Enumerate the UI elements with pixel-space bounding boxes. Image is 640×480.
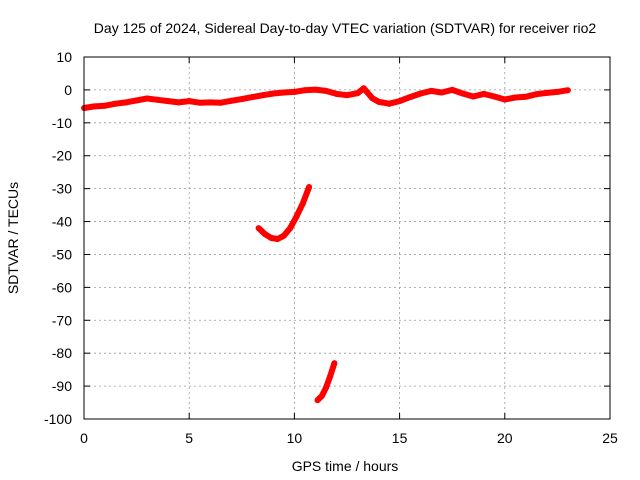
data-point <box>259 92 266 99</box>
data-point <box>301 87 308 94</box>
data-point <box>417 90 424 97</box>
grid <box>84 57 610 419</box>
data-point <box>480 90 487 97</box>
data-point <box>165 98 172 105</box>
data-point <box>333 90 340 97</box>
data-point <box>274 236 281 242</box>
data-point <box>102 102 108 109</box>
x-tick-label: 15 <box>392 430 408 446</box>
data-point <box>228 97 235 104</box>
y-tick-label: 10 <box>56 49 72 65</box>
data-point <box>323 87 329 94</box>
data-point <box>375 98 382 105</box>
x-tick-label: 20 <box>497 430 513 446</box>
data-point <box>280 232 287 239</box>
data-point <box>318 393 325 399</box>
data-point <box>186 98 193 105</box>
y-axis-title: SDTVAR / TECUs <box>5 182 21 294</box>
data-point <box>522 93 529 100</box>
data-point <box>491 93 498 100</box>
x-axis-title: GPS time / hours <box>292 458 399 474</box>
data-point <box>344 92 350 99</box>
data-point <box>175 99 182 106</box>
data-point <box>112 100 119 107</box>
y-tick-label: -30 <box>52 181 72 197</box>
data-point <box>323 384 329 391</box>
data-point <box>291 88 298 95</box>
y-tick-label: -20 <box>52 148 72 164</box>
data-point <box>261 231 268 238</box>
x-tick-label: 5 <box>185 430 193 446</box>
data-point <box>331 360 338 367</box>
data-point <box>144 95 151 102</box>
data-point <box>360 85 367 92</box>
data-point <box>369 95 376 102</box>
data-point <box>512 94 519 101</box>
data-point <box>91 103 98 110</box>
y-tick-label: -70 <box>52 312 72 328</box>
data-point <box>407 94 414 101</box>
data-point <box>123 99 130 106</box>
y-tick-label: -80 <box>52 345 72 361</box>
series-group <box>81 85 571 404</box>
data-point <box>354 90 361 97</box>
y-tick-label: -40 <box>52 214 72 230</box>
y-tick-label: -90 <box>52 378 72 394</box>
data-point <box>196 99 203 106</box>
data-point <box>428 87 435 94</box>
data-point <box>543 89 550 96</box>
data-point <box>501 96 508 103</box>
data-point <box>438 89 445 96</box>
plot-frame <box>83 56 611 420</box>
y-axis: 10 0 -10 -20 -30 -40 -50 -60 -70 -80 -90 -100 <box>44 49 610 427</box>
data-point <box>287 225 294 232</box>
chart-title: Day 125 of 2024, Sidereal Day-to-day VTE… <box>94 20 597 36</box>
y-tick-label: -50 <box>52 246 72 262</box>
x-tick-label: 10 <box>287 430 303 446</box>
data-point <box>249 94 256 101</box>
data-point <box>314 397 321 404</box>
y-tick-label: -60 <box>52 279 72 295</box>
y-tick-label: -10 <box>52 115 72 131</box>
data-point <box>386 100 393 107</box>
x-tick-label: 0 <box>80 430 88 446</box>
data-point <box>327 373 334 380</box>
data-point <box>533 91 540 98</box>
data-point <box>564 87 571 94</box>
data-point <box>470 93 477 100</box>
data-point <box>449 86 456 93</box>
data-point <box>554 88 561 95</box>
data-point <box>133 97 140 104</box>
x-tick-label: 25 <box>602 430 618 446</box>
data-point <box>217 99 224 106</box>
data-point <box>396 98 403 105</box>
data-point <box>280 89 287 96</box>
data-point <box>268 235 275 241</box>
data-point <box>312 86 319 93</box>
data-point <box>255 225 262 232</box>
data-point <box>270 90 277 97</box>
y-tick-label: -100 <box>44 411 72 427</box>
x-axis: 0 5 10 15 20 25 <box>80 57 618 446</box>
data-point <box>299 200 306 207</box>
data-point <box>207 99 214 106</box>
data-point <box>293 213 300 220</box>
data-point <box>238 96 245 103</box>
data-point <box>459 90 466 97</box>
data-point <box>154 96 161 103</box>
data-point <box>306 184 313 190</box>
y-tick-label: 0 <box>64 82 72 98</box>
